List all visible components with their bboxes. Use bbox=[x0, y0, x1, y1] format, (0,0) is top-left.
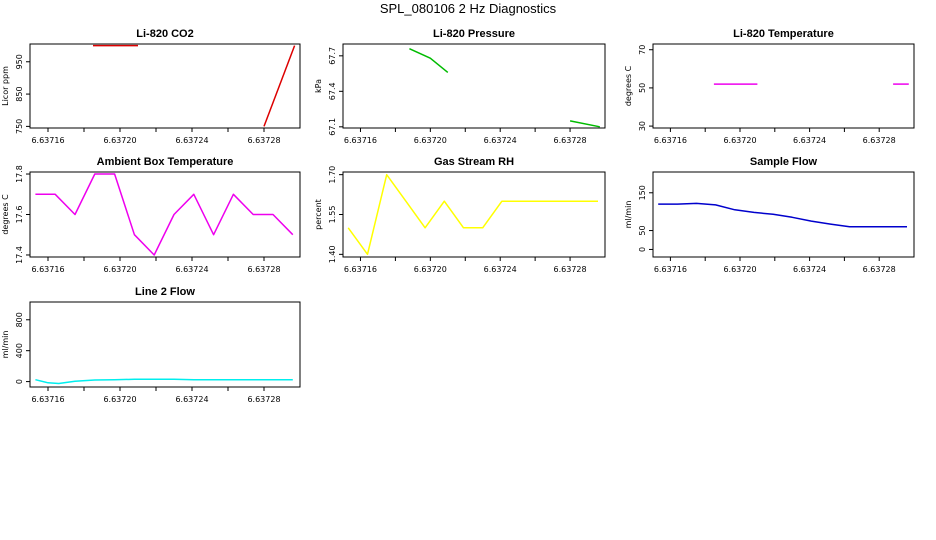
panel-line-2-flow: Line 2 Flow 6.63716 6.63720 6.63724 6.63728 0… bbox=[1, 286, 301, 404]
y-axis-label: kPa bbox=[314, 79, 323, 93]
x-tick-label: 6.63720 bbox=[723, 136, 756, 145]
x-tick-label: 6.63728 bbox=[554, 265, 587, 274]
panel-ambient-box-temperature: Ambient Box Temperature 6.63716 6.63720 6.6… bbox=[1, 156, 301, 274]
panel-li-820-temperature: Li-820 Temperature 6.63716 6.63720 6.63724 6… bbox=[624, 28, 915, 145]
panel-title: Li-820 Pressure bbox=[433, 28, 515, 40]
x-tick-label: 6.63716 bbox=[31, 136, 64, 145]
series-line-seg2 bbox=[569, 120, 600, 128]
y-tick-label: 750 bbox=[15, 119, 24, 134]
y-tick-label: 1.70 bbox=[328, 166, 337, 184]
x-tick-label: 6.63728 bbox=[554, 136, 587, 145]
series-line-seg2 bbox=[263, 45, 296, 127]
y-axis-label: degrees C bbox=[1, 194, 10, 235]
panel-sample-flow: Sample Flow 6.63716 6.63720 6.63724 6.63728 0… bbox=[624, 156, 915, 274]
plot-frame bbox=[29, 43, 301, 129]
x-tick-label: 6.63728 bbox=[247, 136, 280, 145]
y-tick-label: 150 bbox=[638, 185, 647, 200]
y-tick-label: 17.6 bbox=[15, 206, 24, 224]
series-line-line-2-flow bbox=[35, 378, 293, 385]
panel-title: Li-820 Temperature bbox=[733, 28, 834, 40]
x-tick-label: 6.63720 bbox=[103, 136, 136, 145]
y-tick-label: 50 bbox=[638, 225, 647, 235]
y-tick-label: 800 bbox=[15, 312, 24, 327]
x-tick-label: 6.63728 bbox=[247, 265, 280, 274]
series-line-gas-stream-rh bbox=[347, 173, 598, 256]
x-tick-label: 6.63724 bbox=[793, 136, 826, 145]
y-tick-label: 0 bbox=[638, 247, 647, 252]
series-line-sample-flow bbox=[658, 202, 907, 228]
plot-frame bbox=[652, 43, 915, 129]
x-tick-label: 6.63724 bbox=[793, 265, 826, 274]
plot-frame bbox=[342, 43, 606, 129]
y-tick-label: 17.8 bbox=[15, 165, 24, 183]
panel-title: Sample Flow bbox=[750, 156, 818, 168]
y-tick-label: 70 bbox=[638, 45, 647, 55]
x-tick-label: 6.63716 bbox=[654, 265, 687, 274]
panel-title: Li-820 CO2 bbox=[136, 28, 193, 40]
y-tick-label: 50 bbox=[638, 83, 647, 93]
y-tick-label: 17.4 bbox=[15, 246, 24, 264]
panel-li-820-pressure: Li-820 Pressure 6.63716 6.63720 6.63724 6.63… bbox=[314, 28, 606, 145]
series-line-seg1 bbox=[409, 48, 449, 73]
y-tick-label: 950 bbox=[15, 54, 24, 69]
y-axis-label: ml/min bbox=[624, 201, 633, 229]
x-tick-label: 6.63720 bbox=[414, 265, 447, 274]
plot-frame bbox=[652, 171, 915, 258]
y-tick-label: 67.4 bbox=[328, 82, 337, 100]
y-axis-label: Licor ppm bbox=[1, 66, 10, 106]
x-tick-label: 6.63724 bbox=[175, 265, 208, 274]
y-tick-label: 1.40 bbox=[328, 245, 337, 263]
panel-title: Ambient Box Temperature bbox=[97, 156, 234, 168]
x-tick-label: 6.63724 bbox=[175, 136, 208, 145]
y-tick-label: 1.55 bbox=[328, 206, 337, 224]
x-tick-label: 6.63728 bbox=[863, 136, 896, 145]
x-tick-label: 6.63724 bbox=[175, 395, 208, 404]
x-tick-label: 6.63720 bbox=[723, 265, 756, 274]
x-tick-label: 6.63716 bbox=[344, 265, 377, 274]
x-tick-label: 6.63724 bbox=[484, 265, 517, 274]
x-tick-label: 6.63720 bbox=[103, 265, 136, 274]
x-tick-label: 6.63720 bbox=[414, 136, 447, 145]
y-tick-label: 850 bbox=[15, 86, 24, 101]
series-line-ambient-box-temperature bbox=[35, 173, 294, 256]
y-axis-label: percent bbox=[314, 199, 323, 230]
x-tick-label: 6.63728 bbox=[247, 395, 280, 404]
x-tick-label: 6.63716 bbox=[31, 395, 64, 404]
x-tick-label: 6.63716 bbox=[31, 265, 64, 274]
plot-frame bbox=[29, 301, 301, 388]
x-tick-label: 6.63716 bbox=[344, 136, 377, 145]
panel-grid: Li-820 CO2 6.63716 6.63720 6.63724 6.63728 75… bbox=[1, 28, 915, 404]
y-tick-label: 67.1 bbox=[328, 118, 337, 136]
x-tick-label: 6.63724 bbox=[484, 136, 517, 145]
y-tick-label: 67.7 bbox=[328, 47, 337, 65]
x-tick-label: 6.63728 bbox=[863, 265, 896, 274]
x-tick-label: 6.63716 bbox=[654, 136, 687, 145]
panel-gas-stream-rh: Gas Stream RH 6.63716 6.63720 6.63724 6.6372… bbox=[314, 156, 606, 274]
panel-title: Gas Stream RH bbox=[434, 156, 514, 168]
y-axis-label: ml/min bbox=[1, 331, 10, 359]
panel-title: Line 2 Flow bbox=[135, 286, 195, 298]
x-tick-label: 6.63720 bbox=[103, 395, 136, 404]
plot-frame bbox=[342, 171, 606, 258]
y-axis-label: degrees C bbox=[624, 65, 633, 106]
y-tick-label: 30 bbox=[638, 121, 647, 131]
figure-title: SPL_080106 2 Hz Diagnostics bbox=[380, 1, 557, 16]
y-tick-label: 0 bbox=[15, 379, 24, 384]
y-tick-label: 400 bbox=[15, 343, 24, 358]
panel-li-820-co2: Li-820 CO2 6.63716 6.63720 6.63724 6.63728 75… bbox=[1, 28, 301, 145]
